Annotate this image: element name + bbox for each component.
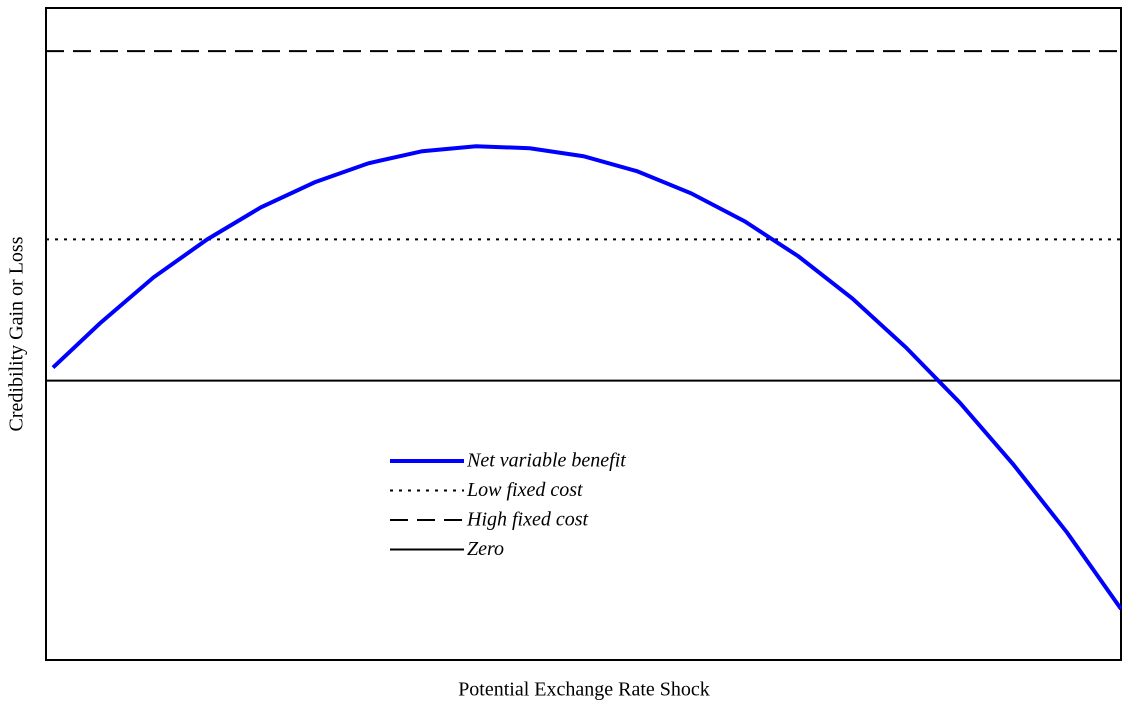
series-line [51,144,1122,611]
plot-frame [45,7,1122,661]
legend-text: Net variable benefit [466,450,626,472]
legend-text: Low fixed cost [466,479,583,501]
y-axis-label: Credibility Gain or Loss [6,236,28,431]
legend-text: High fixed cost [466,509,589,531]
x-axis-label: Potential Exchange Rate Shock [458,679,710,701]
legend-text: Zero [467,538,504,560]
